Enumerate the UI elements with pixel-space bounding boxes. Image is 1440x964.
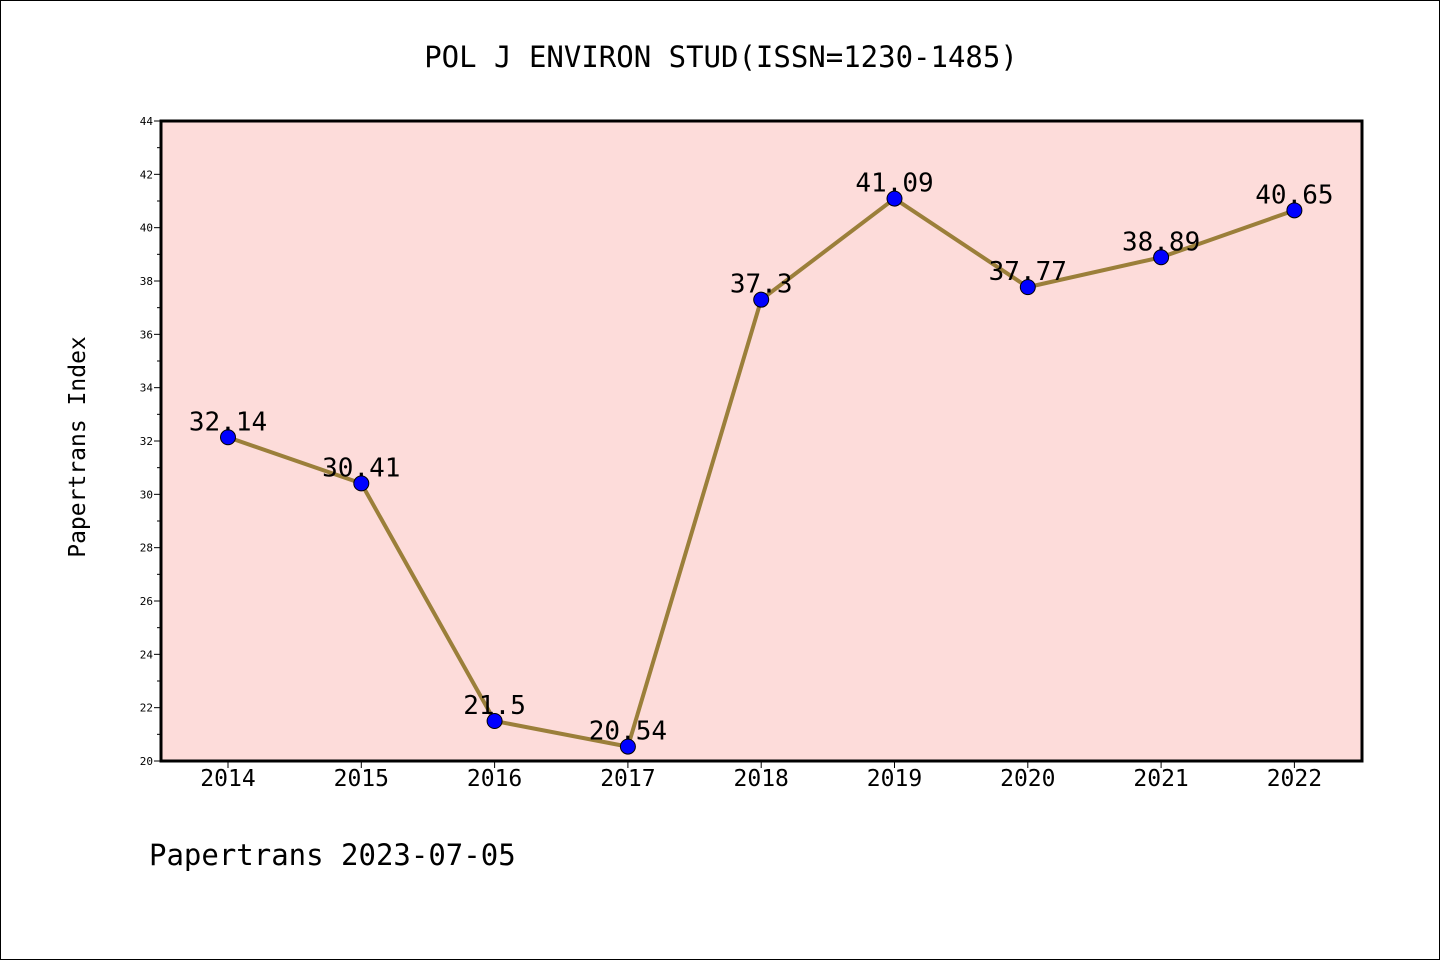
y-tick-label: 36 — [140, 328, 153, 341]
series-group — [220, 190, 1303, 755]
data-point — [1286, 202, 1303, 219]
y-tick-label: 20 — [140, 755, 153, 768]
y-tick-label: 28 — [140, 542, 153, 555]
data-label: 37.77 — [989, 257, 1067, 287]
y-tick-label: 24 — [140, 648, 154, 661]
data-label: 32.14 — [189, 407, 267, 437]
y-tick-label: 34 — [140, 382, 154, 395]
data-label: 40.65 — [1255, 180, 1333, 210]
data-point — [886, 190, 903, 207]
y-tick-label: 26 — [140, 595, 153, 608]
y-tick-label: 42 — [140, 168, 153, 181]
x-tick-label: 2018 — [734, 766, 789, 792]
data-point — [1019, 279, 1036, 296]
chart-title: POL J ENVIRON STUD(ISSN=1230-1485) — [424, 40, 1018, 74]
y-tick-label: 22 — [140, 702, 153, 715]
x-tick-label: 2020 — [1000, 766, 1055, 792]
x-axis: 2014 2015 2016 2017 2018 2019 2020 2021 2022 — [200, 761, 1322, 792]
y-axis: 20 22 24 26 28 30 32 34 36 38 40 42 44 — [140, 115, 161, 768]
data-point — [353, 475, 370, 492]
data-point — [753, 291, 770, 308]
x-tick-label: 2016 — [467, 766, 522, 792]
plot-area — [161, 121, 1362, 761]
data-point — [1153, 249, 1170, 266]
plot-border — [159, 119, 1364, 763]
y-tick-label: 44 — [140, 115, 154, 128]
data-label: 30.41 — [322, 453, 400, 483]
x-tick-label: 2022 — [1267, 766, 1322, 792]
x-tick-label: 2019 — [867, 766, 922, 792]
y-tick-label: 38 — [140, 275, 153, 288]
data-label-group: 32.14 30.41 21.5 20.54 37.3 41.09 37.77 38.89 40… — [189, 169, 1334, 747]
data-point — [220, 429, 236, 446]
data-point — [619, 738, 636, 755]
x-tick-label: 2017 — [600, 766, 655, 792]
data-label: 41.09 — [855, 169, 933, 199]
y-tick-label: 32 — [140, 435, 153, 448]
x-tick-label: 2014 — [200, 766, 255, 792]
y-tick-label: 30 — [140, 488, 153, 501]
footer-credit: Papertrans 2023-07-05 — [149, 838, 516, 872]
data-point — [486, 713, 503, 729]
x-tick-label: 2015 — [334, 766, 389, 792]
data-label: 37.3 — [730, 270, 793, 300]
data-label: 20.54 — [589, 717, 667, 747]
y-tick-label: 40 — [140, 222, 153, 235]
x-tick-label: 2021 — [1133, 766, 1188, 792]
y-axis-label: Papertrans Index — [65, 336, 91, 558]
data-label: 38.89 — [1122, 227, 1200, 257]
data-label: 21.5 — [463, 691, 526, 721]
